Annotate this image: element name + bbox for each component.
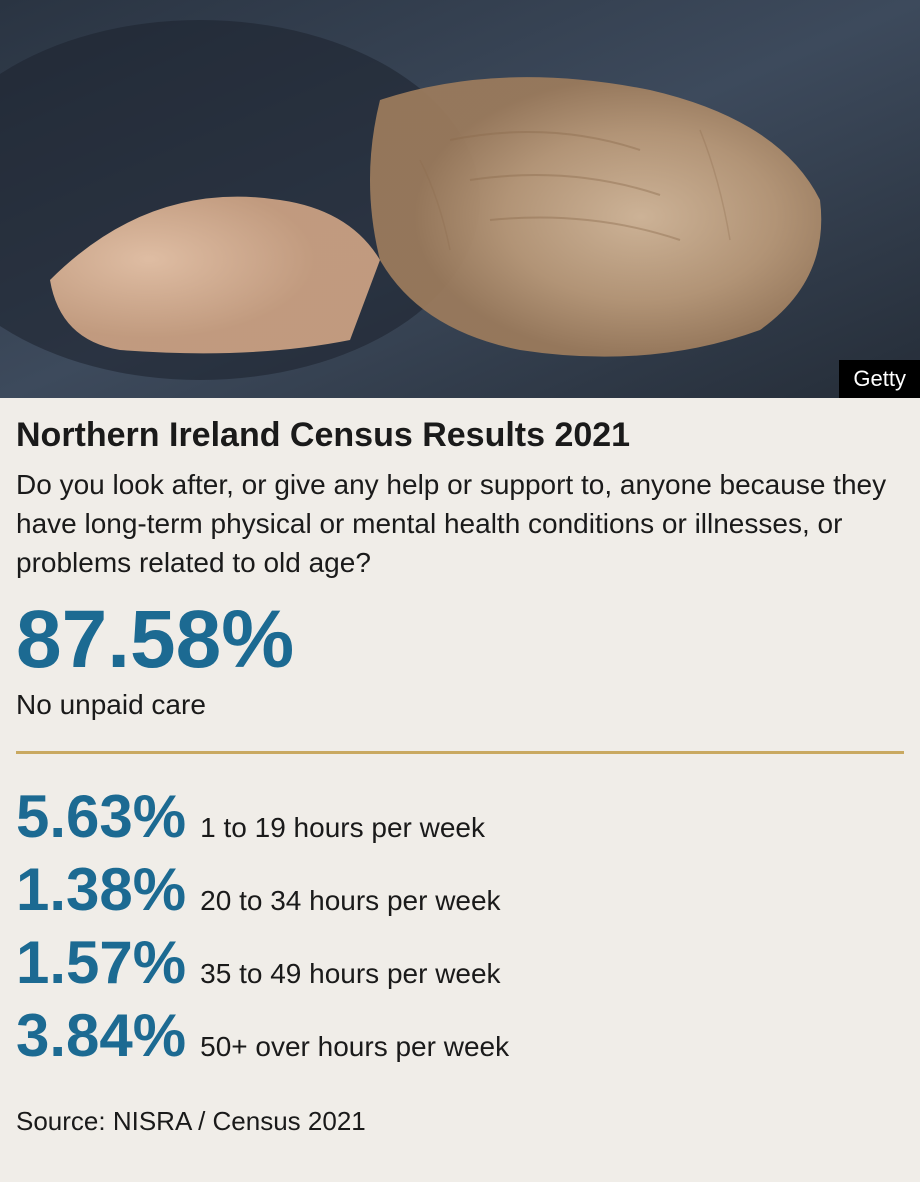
stat-row: 1.57% 35 to 49 hours per week [16,928,904,997]
headline-stat-value: 87.58% [16,599,904,681]
page-title: Northern Ireland Census Results 2021 [16,416,904,455]
stat-row: 1.38% 20 to 34 hours per week [16,855,904,924]
stat-label: 35 to 49 hours per week [200,958,500,990]
stat-value: 5.63% [16,782,186,851]
section-divider [16,751,904,754]
hero-image: Getty [0,0,920,398]
stat-value: 1.38% [16,855,186,924]
question-subtitle: Do you look after, or give any help or s… [16,465,904,583]
stat-row: 3.84% 50+ over hours per week [16,1001,904,1070]
image-credit-badge: Getty [839,360,920,398]
source-attribution: Source: NISRA / Census 2021 [16,1106,904,1137]
stat-label: 50+ over hours per week [200,1031,509,1063]
stat-label: 1 to 19 hours per week [200,812,485,844]
content-panel: Northern Ireland Census Results 2021 Do … [0,398,920,1165]
image-credit-text: Getty [853,366,906,391]
stat-label: 20 to 34 hours per week [200,885,500,917]
stat-value: 3.84% [16,1001,186,1070]
headline-stat-label: No unpaid care [16,689,904,721]
stat-row: 5.63% 1 to 19 hours per week [16,782,904,851]
stat-value: 1.57% [16,928,186,997]
